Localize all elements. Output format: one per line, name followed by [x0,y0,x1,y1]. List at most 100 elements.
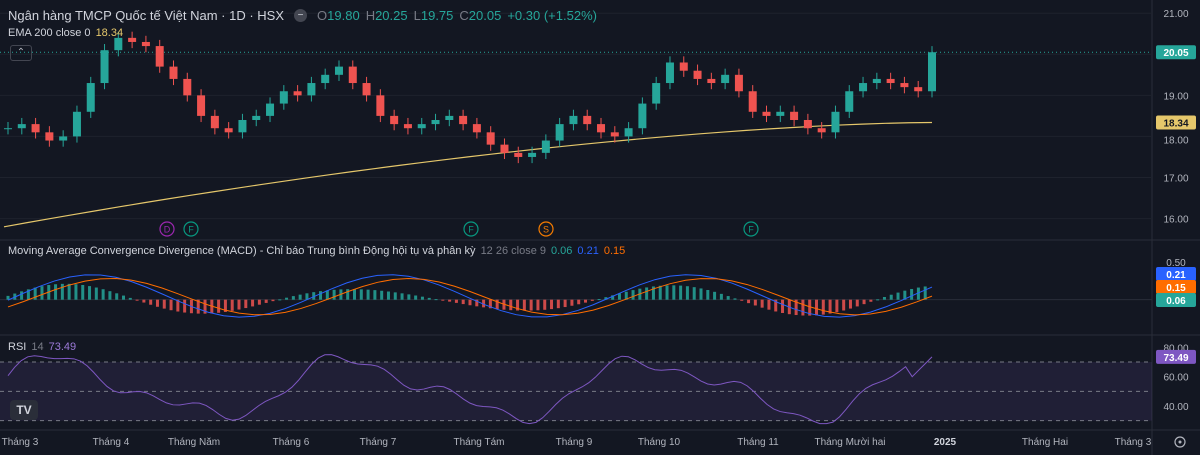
high-label: H [365,8,376,23]
macd-histogram-bar [781,299,785,313]
macd-histogram-bar [760,299,764,308]
rsi-period: 14 [31,341,44,353]
macd-histogram-bar [135,299,139,301]
macd-histogram-bar [407,294,411,300]
symbol-title[interactable]: Ngân hàng TMCP Quốc tế Việt Nam · 1D · H… [8,8,285,23]
candle-body [293,91,302,96]
macd-histogram-bar [482,299,486,308]
candle-body [348,66,357,84]
rsi-legend[interactable]: RSI 14 73.49 [8,341,76,353]
price-tick: 16.00 [1163,215,1188,226]
macd-histogram-bar [278,299,282,301]
candle-body [845,91,854,112]
macd-histogram-bar [475,299,479,307]
macd-histogram-bar [33,287,37,300]
candle-body [100,50,109,84]
candle-body [541,140,550,153]
candle-body [183,78,192,96]
time-axis-label: Tháng Năm [168,437,220,448]
macd-histogram-bar [366,289,370,300]
macd-legend[interactable]: Moving Average Convergence Divergence (M… [8,245,625,257]
macd-histogram-bar [427,297,431,300]
macd-histogram-bar [889,294,893,300]
candle-body [569,115,578,125]
macd-signal-value: 0.15 [603,245,626,257]
event-marker-label: S [543,225,549,235]
macd-histogram-bar [713,291,717,300]
candle-body [886,78,895,84]
rsi-tick: 60.00 [1163,373,1188,384]
candle-body [748,91,757,112]
candle-body [114,37,123,51]
price-tick: 21.00 [1163,9,1188,20]
macd-histogram-bar [645,287,649,300]
event-marker-label: F [748,225,754,235]
event-marker [538,221,554,237]
candle-body [252,115,261,120]
macd-histogram-bar [815,299,818,316]
collapse-icon[interactable]: ⌃ [10,45,32,61]
candle-body [210,115,219,129]
macd-histogram-bar [550,299,554,310]
tradingview-logo[interactable]: TV [10,400,38,420]
macd-histogram-bar [40,286,44,300]
macd-histogram-bar [740,299,744,301]
macd-label: Moving Average Convergence Divergence (M… [8,245,476,257]
time-axis-label: Tháng 4 [93,437,130,448]
macd-histogram-bar [115,293,119,300]
macd-histogram-bar [604,297,608,300]
macd-histogram-bar [719,293,723,300]
candle-body [128,37,137,42]
high-value: 20.25 [375,8,408,23]
candle-body [197,95,206,116]
time-axis-label: Tháng 9 [556,437,593,448]
macd-histogram-bar [488,299,492,309]
close-label: C [459,8,469,23]
candle-body [155,46,164,67]
candle-body [224,128,233,133]
rsi-value-tag: 73.49 [1163,353,1188,364]
change-value: +0.30 (+1.52%) [507,8,597,23]
macd-histogram-bar [848,299,852,309]
macd-histogram-bar [801,299,805,316]
candle-body [417,124,426,129]
minus-icon[interactable]: − [294,9,308,22]
ema-legend[interactable]: EMA 200 close 0 18.34 [8,27,123,39]
macd-histogram-bar [733,298,737,300]
close-value: 20.05 [468,8,502,23]
macd-histogram-bar [590,299,594,301]
macd-histogram-bar [54,284,58,300]
event-marker [183,221,199,237]
macd-histogram-bar [461,299,465,305]
rsi-label: RSI [8,341,27,353]
time-axis-label: Tháng Tám [454,437,505,448]
candle-body [445,115,454,120]
macd-histogram-bar [386,291,390,300]
rsi-tick: 40.00 [1163,402,1188,413]
macd-histogram-bar [196,299,200,314]
price-tick: 17.00 [1163,174,1188,185]
candle-body [624,128,633,137]
macd-histogram-bar [679,285,683,300]
event-marker-label: F [468,225,474,235]
macd-tick: 0.50 [1166,258,1186,269]
candle-body [734,74,743,92]
macd-histogram-bar [359,289,363,300]
macd-histogram-bar [434,299,438,301]
macd-histogram-bar [828,299,832,314]
candle-body [307,83,316,96]
macd-histogram-bar [808,299,812,316]
macd-histogram-bar [862,299,866,305]
last-price-tag-bg [1156,45,1196,60]
time-axis-label: 2025 [934,437,957,448]
macd-histogram-bar [570,299,574,306]
open-value: 19.80 [327,8,360,23]
macd-line-value: 0.21 [577,245,599,257]
ema-label: EMA 200 close 0 [8,27,91,39]
candle-body [583,115,592,125]
macd-histogram-bar [794,299,798,316]
macd-histogram-bar [223,299,227,312]
candle-body [914,87,923,92]
candle-body [169,66,178,79]
macd-histogram-bar [753,299,757,306]
